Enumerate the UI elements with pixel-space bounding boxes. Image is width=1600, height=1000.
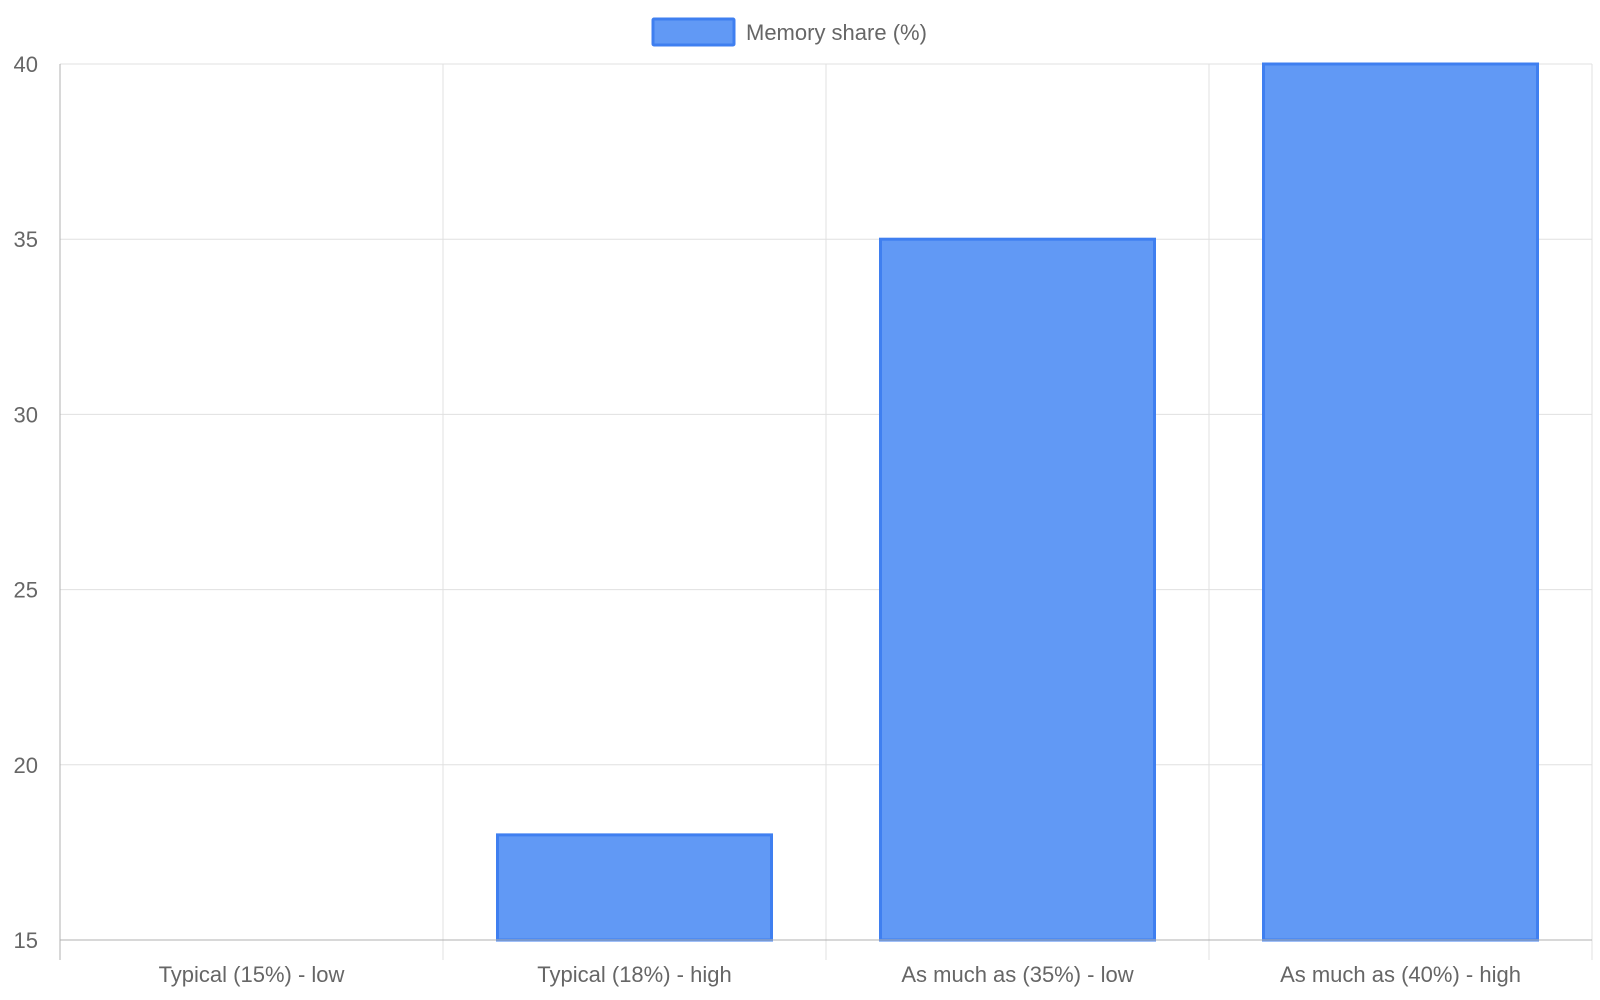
bar-2[interactable] [496, 833, 773, 942]
axes: 15 20 25 30 35 40 Typical (15%) - low Typical (… [14, 52, 1592, 987]
bars [496, 62, 1539, 942]
y-tick-label: 30 [14, 402, 38, 427]
x-tick-label: Typical (18%) - high [537, 962, 731, 987]
y-tick-label: 40 [14, 52, 38, 77]
x-tick-label: Typical (15%) - low [159, 962, 345, 987]
y-tick-label: 25 [14, 578, 38, 603]
bar-4[interactable] [1262, 62, 1539, 942]
legend-swatch [651, 17, 736, 47]
x-tick-label: As much as (40%) - high [1280, 962, 1521, 987]
gridlines [60, 63, 1593, 960]
legend[interactable]: Memory share (%) [651, 17, 927, 47]
y-tick-label: 15 [14, 928, 38, 953]
y-tick-label: 35 [14, 227, 38, 252]
legend-label: Memory share (%) [746, 20, 927, 45]
y-tick-label: 20 [14, 753, 38, 778]
bar-3[interactable] [879, 237, 1156, 942]
x-tick-label: As much as (35%) - low [901, 962, 1133, 987]
